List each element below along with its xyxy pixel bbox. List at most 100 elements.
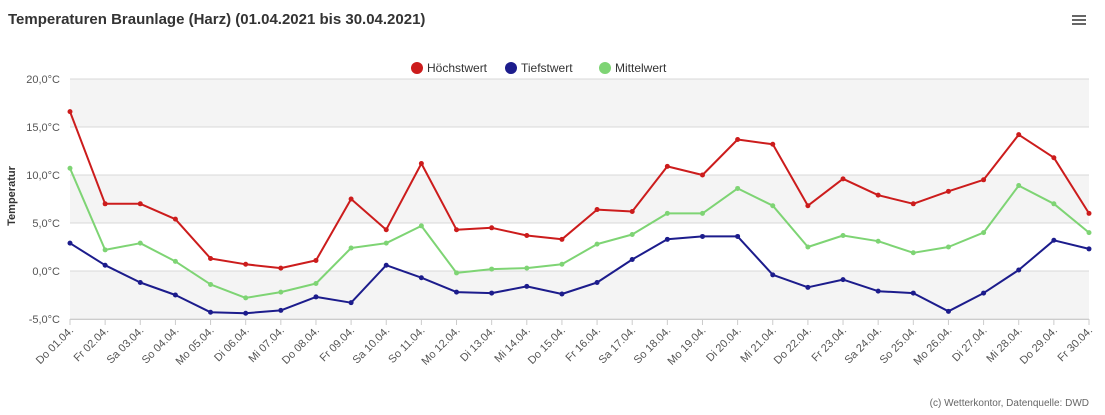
data-point[interactable] [1016,183,1022,189]
data-point[interactable] [67,165,73,171]
data-point[interactable] [735,185,741,191]
data-point[interactable] [348,300,354,306]
data-point[interactable] [981,290,987,296]
data-point[interactable] [454,289,460,295]
data-point[interactable] [137,201,143,207]
data-point[interactable] [313,294,319,300]
data-point[interactable] [1051,155,1057,161]
data-point[interactable] [313,257,319,263]
data-point[interactable] [172,216,178,222]
data-point[interactable] [102,247,108,253]
plot-band [70,175,1089,223]
data-point[interactable] [348,196,354,202]
y-tick-label: 0,0°C [32,266,60,278]
data-point[interactable] [524,265,530,271]
plot-bands [70,79,1089,319]
data-point[interactable] [629,232,635,238]
x-tick-label: Di 20.04. [704,325,744,365]
data-point[interactable] [243,261,249,267]
data-point[interactable] [208,256,214,262]
data-point[interactable] [208,281,214,287]
data-point[interactable] [945,244,951,250]
data-point[interactable] [524,283,530,289]
data-point[interactable] [243,310,249,316]
data-point[interactable] [770,272,776,278]
data-point[interactable] [278,307,284,313]
data-point[interactable] [629,208,635,214]
data-point[interactable] [699,233,705,239]
data-point[interactable] [383,262,389,268]
data-point[interactable] [805,284,811,290]
data-point[interactable] [313,280,319,286]
data-point[interactable] [278,289,284,295]
data-point[interactable] [489,290,495,296]
data-point[interactable] [735,136,741,142]
data-point[interactable] [208,309,214,315]
data-point[interactable] [67,109,73,115]
data-point[interactable] [454,270,460,276]
data-point[interactable] [945,308,951,314]
data-point[interactable] [243,295,249,301]
data-point[interactable] [735,233,741,239]
data-point[interactable] [137,280,143,286]
data-point[interactable] [1086,246,1092,252]
data-point[interactable] [805,244,811,250]
data-point[interactable] [418,223,424,229]
data-point[interactable] [629,256,635,262]
data-point[interactable] [805,203,811,209]
data-point[interactable] [102,262,108,268]
data-point[interactable] [981,230,987,236]
legend-item[interactable]: Höchstwert [411,61,488,75]
data-point[interactable] [875,288,881,294]
data-point[interactable] [910,290,916,296]
data-point[interactable] [489,225,495,231]
data-point[interactable] [137,240,143,246]
data-point[interactable] [594,207,600,213]
data-point[interactable] [875,238,881,244]
data-point[interactable] [559,261,565,267]
y-axis-label: Temperatur [6,165,18,225]
data-point[interactable] [594,280,600,286]
data-point[interactable] [278,265,284,271]
data-point[interactable] [1086,230,1092,236]
data-point[interactable] [699,172,705,178]
data-point[interactable] [172,258,178,264]
data-point[interactable] [383,240,389,246]
data-point[interactable] [102,201,108,207]
hamburger-menu-icon[interactable] [1070,13,1088,29]
data-point[interactable] [1016,132,1022,138]
data-point[interactable] [1086,210,1092,216]
data-point[interactable] [594,241,600,247]
data-point[interactable] [559,236,565,242]
data-point[interactable] [454,227,460,233]
data-point[interactable] [383,227,389,233]
data-point[interactable] [664,163,670,169]
legend-item[interactable]: Tiefstwert [505,61,573,75]
data-point[interactable] [1016,267,1022,273]
data-point[interactable] [840,232,846,238]
data-point[interactable] [524,232,530,238]
data-point[interactable] [770,203,776,209]
data-point[interactable] [770,141,776,147]
legend-item[interactable]: Mittelwert [599,61,667,75]
data-point[interactable] [910,201,916,207]
data-point[interactable] [875,192,881,198]
data-point[interactable] [418,275,424,281]
series-line [69,111,1090,270]
data-point[interactable] [840,277,846,283]
data-point[interactable] [559,291,565,297]
data-point[interactable] [67,240,73,246]
data-point[interactable] [699,210,705,216]
data-point[interactable] [348,245,354,251]
data-point[interactable] [910,250,916,256]
data-point[interactable] [418,160,424,166]
data-point[interactable] [489,266,495,272]
data-point[interactable] [1051,201,1057,207]
data-point[interactable] [840,176,846,182]
data-point[interactable] [172,292,178,298]
data-point[interactable] [945,188,951,194]
data-point[interactable] [1051,237,1057,243]
data-point[interactable] [664,236,670,242]
data-point[interactable] [664,210,670,216]
data-point[interactable] [981,177,987,183]
